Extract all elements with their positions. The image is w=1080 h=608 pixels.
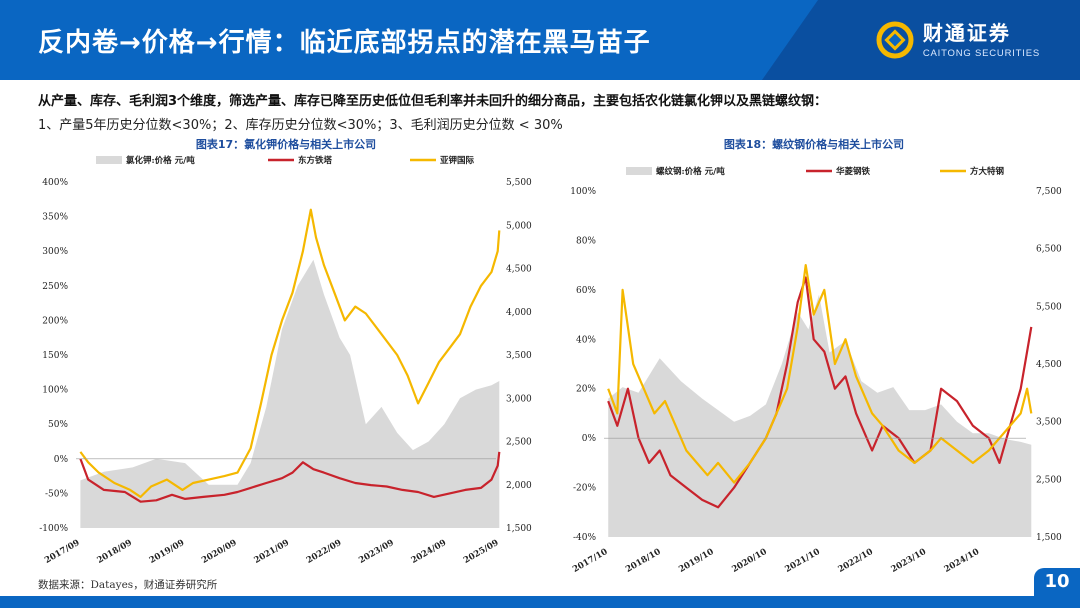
footer-source: 数据来源：Datayes，财通证券研究所 bbox=[38, 579, 218, 591]
chart2-left-tick: 100% bbox=[570, 187, 596, 197]
chart2-x-tick: 2022/10 bbox=[836, 547, 874, 575]
chart2-left-tick: -40% bbox=[573, 533, 596, 543]
brand: 财通证券 CAITONG SECURITIES bbox=[875, 14, 1040, 66]
chart1-left-tick: 250% bbox=[42, 282, 68, 292]
header-bar: 反内卷→价格→行情：临近底部拐点的潜在黑马苗子 财通证券 CAITONG SEC… bbox=[0, 0, 1080, 80]
chart2-x-tick: 2018/10 bbox=[624, 547, 662, 575]
brand-name-cn: 财通证券 bbox=[922, 20, 1011, 45]
chart2-x-tick: 2024/10 bbox=[943, 547, 981, 575]
chart2-right-tick: 4,500 bbox=[1036, 360, 1062, 370]
page-number: 10 bbox=[1034, 568, 1080, 608]
chart2-series-area bbox=[608, 294, 1032, 537]
chart2-x-tick: 2020/10 bbox=[730, 547, 768, 575]
chart2-left-tick: 80% bbox=[576, 236, 596, 246]
chart2-left-tick: 40% bbox=[576, 335, 596, 345]
chart1-left-tick: -50% bbox=[45, 489, 68, 499]
chart1-right-tick: 4,000 bbox=[506, 308, 532, 318]
chart1-x-tick: 2025/09 bbox=[462, 538, 500, 566]
chart2-series-line bbox=[607, 264, 1033, 484]
chart2-legend-label: 华菱钢铁 bbox=[836, 166, 871, 177]
chart2-x-tick: 2017/10 bbox=[571, 547, 609, 575]
intro-line-1: 从产量、库存、毛利润3个维度，筛选产量、库存已降至历史低位但毛利率并未回升的细分… bbox=[38, 94, 828, 109]
chart2-right-tick: 7,500 bbox=[1036, 187, 1062, 197]
chart1-legend-label: 东方铁塔 bbox=[298, 155, 333, 166]
chart1-right-tick: 1,500 bbox=[506, 524, 532, 534]
chart1-title: 图表17：氯化钾价格与相关上市公司 bbox=[195, 138, 377, 151]
chart2-left-tick: -20% bbox=[573, 484, 596, 494]
chart1-x-tick: 2019/09 bbox=[148, 538, 186, 566]
chart2-right-tick: 1,500 bbox=[1036, 533, 1062, 543]
chart1-left-tick: 0% bbox=[54, 455, 69, 465]
caitong-logo-icon bbox=[876, 21, 914, 59]
chart1-right-tick: 5,500 bbox=[506, 178, 532, 188]
chart2-left-tick: 60% bbox=[576, 286, 596, 296]
chart2-series-line bbox=[607, 276, 1033, 509]
chart1-legend-label: 亚钾国际 bbox=[440, 155, 475, 166]
brand-name-en: CAITONG SECURITIES bbox=[922, 47, 1040, 59]
chart1-x-tick: 2017/09 bbox=[43, 538, 81, 566]
chart1-left-tick: -100% bbox=[39, 524, 68, 534]
chart1-x-tick: 2020/09 bbox=[200, 538, 238, 566]
chart2-left-tick: 0% bbox=[582, 434, 597, 444]
chart1-x-tick: 2018/09 bbox=[95, 538, 133, 566]
chart1-left-tick: 100% bbox=[42, 386, 68, 396]
chart1-legend-swatch bbox=[96, 156, 122, 164]
chart1-legend-label: 氯化钾:价格 元/吨 bbox=[126, 155, 195, 166]
chart2-right-tick: 5,500 bbox=[1036, 302, 1062, 312]
footer-bar bbox=[0, 596, 1080, 608]
intro-line-2: 1、产量5年历史分位数<30%；2、库存历史分位数<30%；3、毛利润历史分位数… bbox=[38, 118, 563, 133]
chart1-series-line bbox=[79, 208, 501, 498]
chart1-right-tick: 2,000 bbox=[506, 481, 532, 491]
chart1-right-tick: 5,000 bbox=[506, 221, 532, 231]
chart1-series-area bbox=[80, 259, 500, 528]
chart2-title: 图表18：螺纹钢价格与相关上市公司 bbox=[723, 138, 905, 151]
chart1-left-tick: 200% bbox=[42, 316, 68, 326]
chart2-legend-swatch bbox=[626, 167, 652, 175]
chart2-right-tick: 6,500 bbox=[1036, 245, 1062, 255]
chart1-x-tick: 2021/09 bbox=[253, 538, 291, 566]
chart2-x-tick: 2021/10 bbox=[783, 547, 821, 575]
chart1-left-tick: 300% bbox=[42, 247, 68, 257]
page-title: 反内卷→价格→行情：临近底部拐点的潜在黑马苗子 bbox=[38, 28, 651, 58]
chart1-x-tick: 2024/09 bbox=[410, 538, 448, 566]
chart1-left-tick: 350% bbox=[42, 213, 68, 223]
chart1-series-line bbox=[79, 451, 501, 503]
chart2-legend-label: 方大特钢 bbox=[970, 166, 1005, 177]
chart1-x-tick: 2022/09 bbox=[305, 538, 343, 566]
chart1-right-tick: 3,500 bbox=[506, 351, 532, 361]
chart1-right-tick: 3,000 bbox=[506, 394, 532, 404]
chart2-right-tick: 3,500 bbox=[1036, 418, 1062, 428]
chart1-right-tick: 2,500 bbox=[506, 438, 532, 448]
chart1-left-tick: 150% bbox=[42, 351, 68, 361]
chart1-right-tick: 4,500 bbox=[506, 265, 532, 275]
chart2-right-tick: 2,500 bbox=[1036, 475, 1062, 485]
chart2-legend-label: 螺纹钢:价格 元/吨 bbox=[656, 166, 725, 177]
chart1-left-tick: 50% bbox=[48, 420, 68, 430]
chart1-x-tick: 2023/09 bbox=[357, 538, 395, 566]
chart2-x-tick: 2023/10 bbox=[890, 547, 928, 575]
chart2-x-tick: 2019/10 bbox=[677, 547, 715, 575]
chart2-left-tick: 20% bbox=[576, 385, 596, 395]
chart1-left-tick: 400% bbox=[42, 178, 68, 188]
